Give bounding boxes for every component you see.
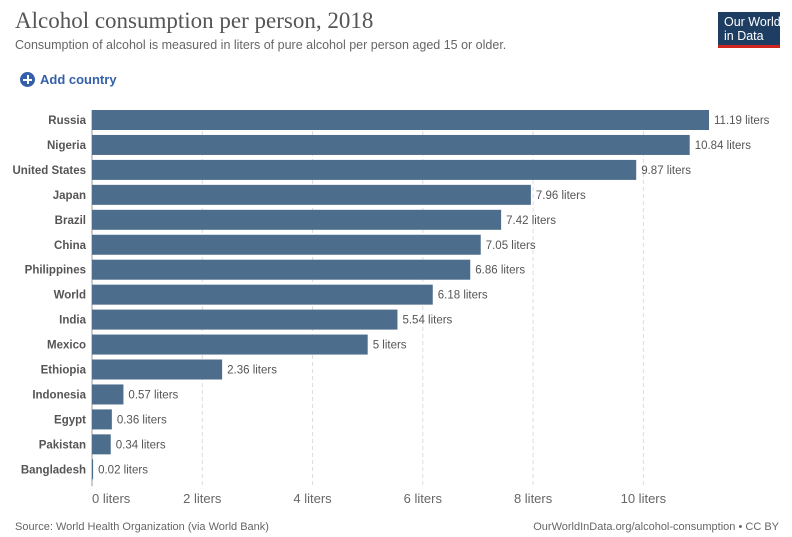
value-label: 6.18 liters: [438, 290, 488, 302]
logo-line-1: Our World: [724, 15, 781, 29]
value-label: 0.34 liters: [116, 439, 166, 451]
category-label: Mexico: [47, 340, 86, 352]
value-label: 7.96 liters: [536, 190, 586, 202]
value-label: 7.42 liters: [506, 215, 556, 227]
bar: [92, 159, 637, 180]
bar: [92, 309, 398, 330]
bar: [92, 284, 433, 305]
category-label: Egypt: [54, 414, 86, 426]
value-label: 0.02 liters: [98, 464, 148, 476]
bar: [92, 209, 502, 230]
bar: [92, 384, 124, 405]
value-label: 10.84 liters: [695, 140, 752, 152]
category-label: Philippines: [25, 265, 86, 277]
chart-title: Alcohol consumption per person, 2018: [15, 8, 374, 33]
x-tick-label: 10 liters: [621, 491, 667, 506]
bar: [92, 234, 481, 255]
source-note[interactable]: Source: World Health Organization (via W…: [15, 521, 269, 533]
value-label: 0.57 liters: [128, 389, 178, 401]
category-label: Indonesia: [32, 389, 86, 401]
bar: [92, 409, 112, 430]
bar: [92, 184, 531, 205]
bar: [92, 434, 111, 455]
x-tick-label: 4 liters: [293, 491, 332, 506]
category-label: Bangladesh: [21, 464, 86, 476]
value-label: 0.36 liters: [117, 414, 167, 426]
category-label: Nigeria: [47, 140, 87, 152]
plus-circle-icon: [20, 72, 35, 87]
category-label: Russia: [48, 115, 86, 127]
category-label: United States: [13, 165, 87, 177]
category-label: China: [54, 240, 87, 252]
category-label: Pakistan: [39, 439, 86, 451]
x-tick-label: 2 liters: [183, 491, 222, 506]
value-label: 9.87 liters: [641, 165, 691, 177]
bar: [92, 259, 471, 280]
bar: [92, 459, 94, 480]
category-label: Ethiopia: [41, 365, 87, 377]
url-license[interactable]: OurWorldInData.org/alcohol-consumption •…: [533, 521, 779, 533]
value-label: 11.19 liters: [714, 115, 770, 127]
value-label: 6.86 liters: [475, 265, 525, 277]
category-label: Japan: [53, 190, 86, 202]
bar: [92, 134, 690, 155]
value-label: 5.54 liters: [402, 315, 452, 327]
value-label: 5 liters: [373, 340, 407, 352]
bar: [92, 359, 223, 380]
chart-subtitle: Consumption of alcohol is measured in li…: [15, 38, 507, 52]
x-tick-label: 0 liters: [92, 491, 131, 506]
bar: [92, 334, 368, 355]
category-label: India: [59, 315, 86, 327]
add-country-button[interactable]: Add country: [20, 72, 117, 87]
value-label: 7.05 liters: [486, 240, 536, 252]
value-label: 2.36 liters: [227, 365, 277, 377]
add-country-label: Add country: [40, 72, 117, 87]
owid-logo[interactable]: Our World in Data: [718, 12, 781, 48]
bar: [92, 110, 709, 130]
category-label: World: [54, 290, 86, 302]
x-tick-label: 8 liters: [514, 491, 553, 506]
logo-line-2: in Data: [724, 29, 764, 43]
x-tick-label: 6 liters: [404, 491, 443, 506]
category-label: Brazil: [55, 215, 86, 227]
